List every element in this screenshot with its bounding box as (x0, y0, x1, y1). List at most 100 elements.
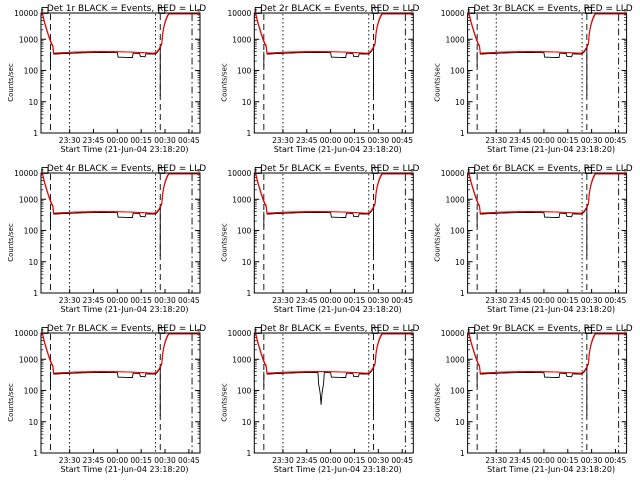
y-tick-label: 1000 (19, 355, 38, 364)
series-lld-line (41, 13, 200, 54)
series-lld-line (41, 173, 200, 214)
x-tick-label: 00:15 (344, 456, 366, 465)
detector-panel-4: Det 4r BLACK = Events, RED = LLD 1 10 100 10… (7, 164, 206, 314)
y-tick-label: 10 (242, 258, 252, 267)
plot-frame (40, 172, 201, 294)
x-tick-label: 23:30 (59, 456, 81, 465)
plot-frame (253, 332, 414, 454)
series-events-line (41, 13, 200, 59)
y-tick-label: 1 (460, 449, 465, 458)
y-tick-label: 100 (237, 67, 252, 76)
y-tick-label: 100 (450, 387, 465, 396)
x-axis-label: Start Time (21-Jun-04 23:18:20) (274, 465, 402, 474)
marker-box (371, 6, 379, 14)
y-axis-label: Counts/sec (7, 223, 15, 262)
marker-box (41, 326, 49, 334)
x-axis-label: Start Time (21-Jun-04 23:18:20) (274, 145, 402, 154)
y-tick-label: 10000 (441, 169, 465, 178)
series-events-line (254, 173, 414, 219)
x-axis-label: Start Time (21-Jun-04 23:18:20) (487, 305, 615, 314)
marker-box (468, 326, 476, 334)
y-tick-label: 1000 (232, 355, 251, 364)
x-tick-label: 23:45 (83, 296, 105, 305)
y-tick-label: 10 (455, 258, 465, 267)
x-tick-label: 00:15 (557, 136, 579, 145)
series-lld-line (41, 333, 200, 374)
x-tick-label: 23:45 (509, 136, 531, 145)
series-lld-line (254, 173, 414, 214)
marker-box (158, 326, 166, 334)
chart-title: Det 9r BLACK = Events, RED = LLD (473, 324, 632, 334)
y-axis-label: Counts/sec (7, 383, 15, 422)
x-axis-label: Start Time (21-Jun-04 23:18:20) (487, 145, 615, 154)
x-tick-label: 00:45 (178, 136, 200, 145)
detector-panel-5: Det 5r BLACK = Events, RED = LLD 1 10 100 10… (220, 164, 419, 314)
plot-frame (253, 172, 414, 294)
marker-box (584, 6, 592, 14)
x-tick-label: 23:30 (272, 456, 294, 465)
plot-frame (467, 172, 628, 294)
x-tick-label: 00:00 (533, 136, 555, 145)
marker-box (468, 6, 476, 14)
series-lld-line (467, 13, 627, 54)
y-tick-label: 100 (450, 227, 465, 236)
y-tick-label: 10000 (227, 329, 251, 338)
x-tick-label: 00:00 (320, 456, 342, 465)
x-tick-label: 00:30 (154, 456, 176, 465)
series-lld-line (254, 13, 414, 54)
x-tick-label: 00:45 (391, 456, 413, 465)
y-tick-label: 1 (247, 449, 252, 458)
y-axis-label: Counts/sec (434, 223, 442, 262)
x-tick-label: 00:30 (368, 456, 390, 465)
x-tick-label: 00:30 (368, 136, 390, 145)
y-tick-label: 1000 (446, 35, 465, 44)
x-axis-label: Start Time (21-Jun-04 23:18:20) (274, 305, 402, 314)
y-tick-label: 100 (237, 227, 252, 236)
plot-frame (467, 332, 628, 454)
y-tick-label: 1000 (446, 355, 465, 364)
y-axis-label: Counts/sec (434, 383, 442, 422)
chart-title: Det 7r BLACK = Events, RED = LLD (47, 324, 206, 334)
x-tick-label: 00:45 (391, 136, 413, 145)
x-tick-label: 00:30 (154, 136, 176, 145)
series-events-line (254, 13, 414, 59)
marker-box (254, 6, 262, 14)
marker-box (371, 166, 379, 174)
marker-box (584, 166, 592, 174)
x-tick-label: 23:30 (485, 456, 507, 465)
y-tick-label: 1 (33, 449, 38, 458)
x-tick-label: 00:00 (533, 456, 555, 465)
series-lld-line (254, 333, 414, 374)
y-tick-label: 10000 (14, 9, 38, 18)
marker-box (158, 6, 166, 14)
detector-panel-8: Det 8r BLACK = Events, RED = LLD 1 10 100 10… (220, 324, 419, 474)
y-tick-label: 10000 (441, 9, 465, 18)
marker-box (41, 166, 49, 174)
detector-panel-7: Det 7r BLACK = Events, RED = LLD 1 10 100 10… (7, 324, 206, 474)
x-tick-label: 00:30 (581, 456, 603, 465)
detector-panel-1: Det 1r BLACK = Events, RED = LLD 1 10 100 10… (7, 4, 206, 154)
series-lld-line (467, 173, 627, 214)
y-tick-label: 1 (33, 289, 38, 298)
y-tick-label: 1 (247, 289, 252, 298)
x-tick-label: 00:15 (130, 456, 152, 465)
series-events-line (467, 173, 627, 219)
marker-box (41, 6, 49, 14)
y-tick-label: 10 (28, 98, 38, 107)
x-tick-label: 00:15 (344, 296, 366, 305)
x-tick-label: 00:45 (605, 296, 627, 305)
y-tick-label: 10000 (227, 169, 251, 178)
x-tick-label: 00:00 (107, 456, 129, 465)
y-tick-label: 1000 (19, 35, 38, 44)
x-axis-label: Start Time (21-Jun-04 23:18:20) (61, 465, 189, 474)
x-tick-label: 00:30 (368, 296, 390, 305)
marker-box (158, 166, 166, 174)
chart-title: Det 5r BLACK = Events, RED = LLD (260, 164, 419, 174)
x-tick-label: 00:00 (533, 296, 555, 305)
plot-frame (40, 12, 201, 134)
x-tick-label: 23:45 (296, 136, 318, 145)
y-tick-label: 10000 (14, 329, 38, 338)
x-tick-label: 00:00 (107, 136, 129, 145)
x-tick-label: 00:15 (344, 136, 366, 145)
plot-frame (40, 332, 201, 454)
